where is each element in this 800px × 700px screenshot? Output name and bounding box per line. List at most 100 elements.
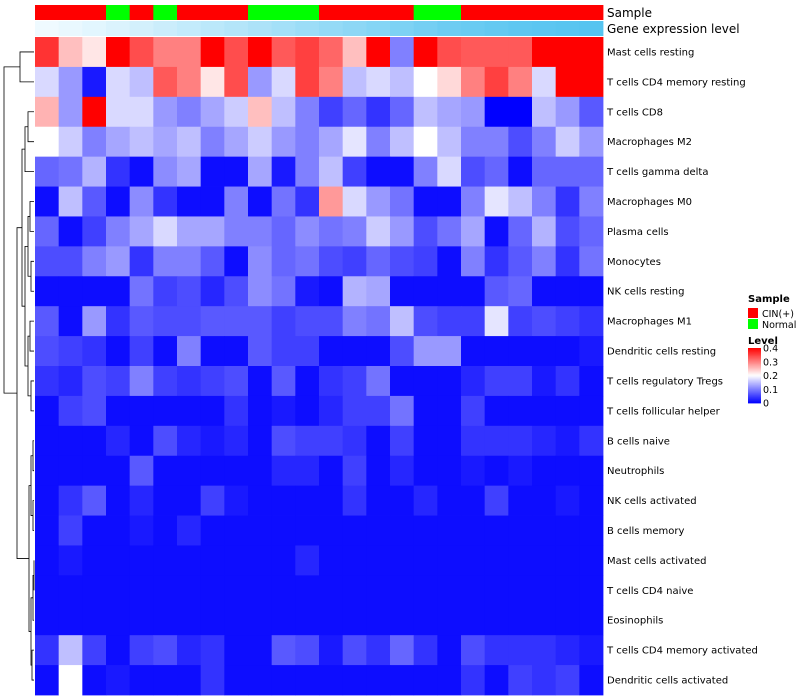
heatmap-cell [579, 455, 604, 487]
heatmap-cell [177, 366, 202, 397]
heatmap-cell [461, 246, 486, 277]
expression-annotation-cell [35, 21, 60, 36]
legend-color-bar [748, 366, 761, 368]
heatmap-cell [224, 246, 249, 277]
expression-annotation-cell [579, 21, 604, 36]
heatmap-cell [555, 605, 580, 636]
heatmap-cell [295, 425, 320, 457]
heatmap-cell [106, 455, 131, 487]
heatmap-cell [319, 336, 344, 367]
heatmap-cell [106, 545, 131, 576]
heatmap-cell [390, 395, 415, 427]
heatmap-cell [200, 186, 225, 217]
sample-annotation-cell [153, 5, 178, 20]
heatmap-cell [319, 545, 344, 576]
row-label: T cells CD4 naive [606, 586, 693, 597]
heatmap-cell [82, 37, 107, 68]
heatmap-cell [461, 425, 486, 457]
heatmap-cells [35, 37, 604, 696]
heatmap-cell [35, 366, 60, 397]
heatmap-cell [224, 545, 249, 576]
heatmap-cell [82, 395, 107, 427]
heatmap-cell [366, 575, 391, 606]
heatmap-cell [129, 336, 154, 367]
heatmap-cell [484, 66, 509, 98]
heatmap-cell [82, 96, 107, 128]
heatmap-cell [295, 336, 320, 367]
heatmap-cell [58, 186, 83, 217]
heatmap-cell [153, 366, 178, 397]
heatmap-cell [129, 575, 154, 606]
heatmap-cell [58, 66, 83, 98]
heatmap-cell [58, 455, 83, 487]
heatmap-cell [390, 306, 415, 337]
heatmap-cell [579, 186, 604, 217]
heatmap-cell [508, 216, 533, 247]
heatmap-cell [35, 276, 60, 307]
heatmap-cell [579, 366, 604, 397]
heatmap-cell [319, 96, 344, 128]
heatmap-cell [508, 186, 533, 217]
heatmap-cell [177, 246, 202, 277]
heatmap-cell [35, 545, 60, 576]
legend-color-bar [748, 368, 761, 371]
heatmap-cell [129, 395, 154, 427]
heatmap-cell [295, 665, 320, 696]
heatmap-cell [390, 246, 415, 277]
heatmap-cell [177, 186, 202, 217]
heatmap-cell [508, 37, 533, 68]
heatmap-cell [484, 186, 509, 217]
row-label: Eosinophils [607, 616, 663, 627]
heatmap-cell [484, 126, 509, 158]
sample-annotation-cell [58, 5, 83, 20]
heatmap-cell [248, 306, 273, 337]
dendrogram-branch [30, 380, 34, 412]
heatmap-cell [153, 156, 178, 187]
row-label: Macrophages M0 [607, 197, 692, 208]
legend-sample-swatch [748, 319, 758, 329]
expression-annotation-cell [366, 21, 391, 36]
heatmap-cell [177, 395, 202, 427]
heatmap-cell [129, 635, 154, 666]
heatmap-cell [508, 126, 533, 158]
heatmap-cell [177, 665, 202, 696]
column-annotations: Sample Gene expression level [35, 5, 740, 36]
heatmap-cell [106, 665, 131, 696]
heatmap-cell [248, 246, 273, 277]
heatmap-cell [342, 455, 367, 487]
heatmap-cell [413, 186, 438, 217]
heatmap-cell [248, 126, 273, 158]
legend-color-bar [748, 381, 761, 383]
heatmap-cell [271, 216, 296, 247]
heatmap-cell [532, 366, 557, 397]
heatmap-cell [579, 306, 604, 337]
heatmap-cell [224, 186, 249, 217]
heatmap-cell [413, 246, 438, 277]
heatmap-cell [508, 605, 533, 636]
row-label: Mast cells activated [607, 556, 706, 567]
heatmap-cell [82, 635, 107, 666]
dendrogram-branch [27, 335, 31, 397]
sample-annotation-cell [532, 5, 557, 20]
dendrogram-branch [31, 649, 34, 681]
heatmap-cell [437, 156, 462, 187]
heatmap-cell [413, 37, 438, 68]
heatmap-cell [58, 126, 83, 158]
heatmap-cell [342, 306, 367, 337]
legend-color-bar [748, 374, 761, 376]
heatmap-cell [555, 216, 580, 247]
heatmap-cell [177, 575, 202, 606]
heatmap-cell [508, 306, 533, 337]
heatmap-cell [555, 66, 580, 98]
legend-color-bar [748, 394, 761, 397]
heatmap-cell [35, 635, 60, 666]
heatmap-cell [484, 575, 509, 606]
heatmap-cell [224, 156, 249, 187]
heatmap-cell [532, 276, 557, 307]
heatmap-cell [461, 66, 486, 98]
heatmap-cell [484, 276, 509, 307]
heatmap-cell [129, 66, 154, 98]
expression-annotation-cell [224, 21, 249, 36]
heatmap-cell [106, 96, 131, 128]
heatmap-cell [200, 575, 225, 606]
